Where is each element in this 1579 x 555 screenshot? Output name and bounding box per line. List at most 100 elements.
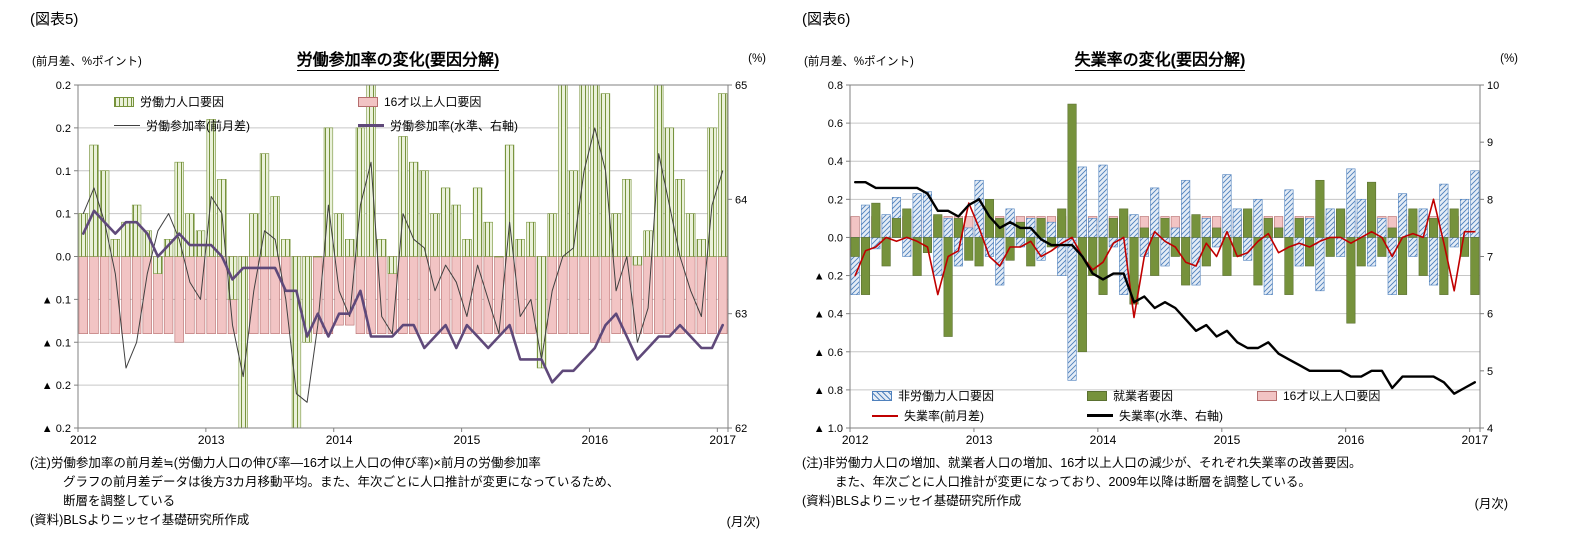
figure-6: (図表6) 失業率の変化(要因分解) (前月差、%ポイント) (%) 0.8 0.… [800, 6, 1520, 551]
legend-swatch-thin-line [114, 125, 140, 126]
line-purple-line [81, 209, 725, 384]
svg-text:2015: 2015 [1214, 433, 1241, 447]
left-axis-unit-label: (前月差、%ポイント) [32, 56, 142, 68]
svg-text:65: 65 [735, 80, 747, 92]
note-line: (資料)BLSよりニッセイ基礎研究所作成 [30, 513, 250, 527]
note-line: (資料)BLSよりニッセイ基礎研究所作成 [802, 494, 1022, 508]
legend-item: 労働参加率(前月差) [114, 118, 348, 133]
bars-pink [78, 256, 728, 343]
frequency-label: (月次) [726, 515, 760, 529]
chart-legend: 労働力人口要因 16才以上人口要因労働参加率(前月差) 労働参加率(水準、右軸) [114, 94, 678, 133]
svg-text:▲ 1.0: ▲ 1.0 [814, 423, 843, 435]
svg-text:0.6: 0.6 [828, 118, 843, 130]
svg-text:8: 8 [1487, 194, 1493, 206]
note-line: 断層を調整している [63, 494, 176, 508]
svg-text:2012: 2012 [842, 433, 869, 447]
legend-item: 非労働力人口要因 [872, 388, 1077, 403]
svg-text:▲ 0.4: ▲ 0.4 [814, 309, 843, 321]
legend-label: 労働参加率(前月差) [146, 119, 250, 133]
svg-text:0.0: 0.0 [828, 232, 843, 244]
svg-text:▲ 0.6: ▲ 0.6 [814, 347, 843, 359]
line-black-line [854, 180, 1476, 395]
left-axis-unit-label: (前月差、%ポイント) [804, 56, 914, 68]
legend-item: 16才以上人口要因 [358, 94, 678, 109]
note-line: (注)労働参加率の前月差≒(労働力人口の伸び率―16才以上人口の伸び率)×前月の… [30, 456, 541, 470]
svg-text:0.2: 0.2 [828, 194, 843, 206]
svg-text:▲ 0.2: ▲ 0.2 [814, 271, 843, 283]
legend-label: 労働参加率(水準、右軸) [390, 119, 518, 133]
right-axis-unit-label: (%) [748, 53, 766, 65]
legend-swatch-black-line [1087, 414, 1113, 417]
svg-text:9: 9 [1487, 137, 1493, 149]
unemployment-rate-chart: 0.8 0.6 0.4 0.2 0.0 ▲ 0.2 ▲ 0.4 ▲ 0.6 ▲ 0.8 ▲ 1.0… [814, 80, 1500, 447]
svg-text:0.2: 0.2 [56, 123, 71, 135]
svg-text:0.1: 0.1 [56, 166, 71, 178]
svg-text:5: 5 [1487, 366, 1493, 378]
legend-item: 労働参加率(水準、右軸) [358, 118, 678, 133]
legend-item: 失業率(前月差) [872, 408, 1077, 423]
figure-5: (図表5) 労働参加率の変化(要因分解) (前月差、%ポイント) (%) 0.2… [28, 6, 768, 551]
legend-label: 失業率(水準、右軸) [1119, 409, 1223, 423]
bars-green-hatch [78, 85, 728, 428]
legend-label: 非労働力人口要因 [898, 389, 995, 403]
legend-swatch-pink [1257, 390, 1277, 401]
legend-label: 就業者要因 [1113, 389, 1174, 403]
svg-text:▲ 0.1: ▲ 0.1 [42, 337, 71, 349]
figure-label: (図表5) [30, 11, 79, 28]
svg-text:2013: 2013 [966, 433, 993, 447]
svg-text:▲ 0.2: ▲ 0.2 [42, 423, 71, 435]
legend-label: 16才以上人口要因 [384, 95, 482, 109]
legend-swatch-red-line [872, 414, 898, 417]
svg-text:64: 64 [735, 194, 747, 206]
line-thin-line [82, 127, 724, 403]
svg-text:2017: 2017 [709, 433, 736, 447]
legend-item: 労働力人口要因 [114, 94, 348, 109]
bars-blue-hatch [850, 164, 1480, 381]
legend-swatch-blue-hatch [872, 390, 892, 401]
svg-text:0.8: 0.8 [828, 80, 843, 92]
chart-title: 失業率の変化(要因分解) [800, 46, 1520, 71]
legend-item: 就業者要因 [1087, 388, 1247, 403]
chart-notes: (注)非労働力人口の増加、就業者人口の増加、16才以上人口の減少が、それぞれ失業… [802, 454, 1361, 511]
legend-swatch-olive [1087, 390, 1107, 401]
chart-legend: 非労働力人口要因 就業者要因 16才以上人口要因失業率(前月差) 失業率(水準、右軸) [872, 388, 1497, 423]
svg-text:2015: 2015 [454, 433, 481, 447]
svg-text:2016: 2016 [1338, 433, 1365, 447]
svg-text:6: 6 [1487, 309, 1493, 321]
legend-swatch-purple-line [358, 124, 384, 127]
plot-layer [78, 85, 728, 428]
svg-text:62: 62 [735, 423, 747, 435]
frequency-label: (月次) [1474, 497, 1508, 511]
line-red-line [854, 198, 1476, 319]
svg-text:0.2: 0.2 [56, 80, 71, 92]
note-line: グラフの前月差データは後方3カ月移動平均。また、年次ごとに人口推計が変更になって… [63, 475, 620, 489]
right-axis-unit-label: (%) [1500, 53, 1518, 65]
svg-text:▲ 0.2: ▲ 0.2 [42, 380, 71, 392]
svg-text:2013: 2013 [198, 433, 225, 447]
legend-item: 失業率(水準、右軸) [1087, 408, 1247, 423]
svg-text:2014: 2014 [1090, 433, 1117, 447]
svg-text:2014: 2014 [326, 433, 353, 447]
note-line: (注)非労働力人口の増加、就業者人口の増加、16才以上人口の減少が、それぞれ失業… [802, 456, 1362, 470]
svg-text:0.4: 0.4 [828, 156, 843, 168]
svg-text:▲ 0.8: ▲ 0.8 [814, 385, 843, 397]
svg-text:63: 63 [735, 309, 747, 321]
svg-text:10: 10 [1487, 80, 1499, 92]
legend-swatch-green-hatch [114, 96, 134, 107]
chart-title: 労働参加率の変化(要因分解) [28, 46, 768, 71]
legend-swatch-pink [358, 96, 378, 107]
legend-label: 労働力人口要因 [140, 95, 225, 109]
plot-layer [850, 103, 1480, 395]
svg-text:7: 7 [1487, 252, 1493, 264]
legend-label: 失業率(前月差) [904, 409, 984, 423]
svg-text:2017: 2017 [1461, 433, 1488, 447]
legend-item: 16才以上人口要因 [1257, 388, 1497, 403]
svg-text:4: 4 [1487, 423, 1493, 435]
svg-text:2016: 2016 [581, 433, 608, 447]
svg-text:0.1: 0.1 [56, 209, 71, 221]
chart-notes: (注)労働参加率の前月差≒(労働力人口の伸び率―16才以上人口の伸び率)×前月の… [30, 454, 619, 530]
figure-label: (図表6) [802, 11, 851, 28]
svg-text:▲ 0.1: ▲ 0.1 [42, 294, 71, 306]
chart-title-text: 労働参加率の変化(要因分解) [296, 52, 500, 71]
svg-text:0.0: 0.0 [56, 252, 71, 264]
